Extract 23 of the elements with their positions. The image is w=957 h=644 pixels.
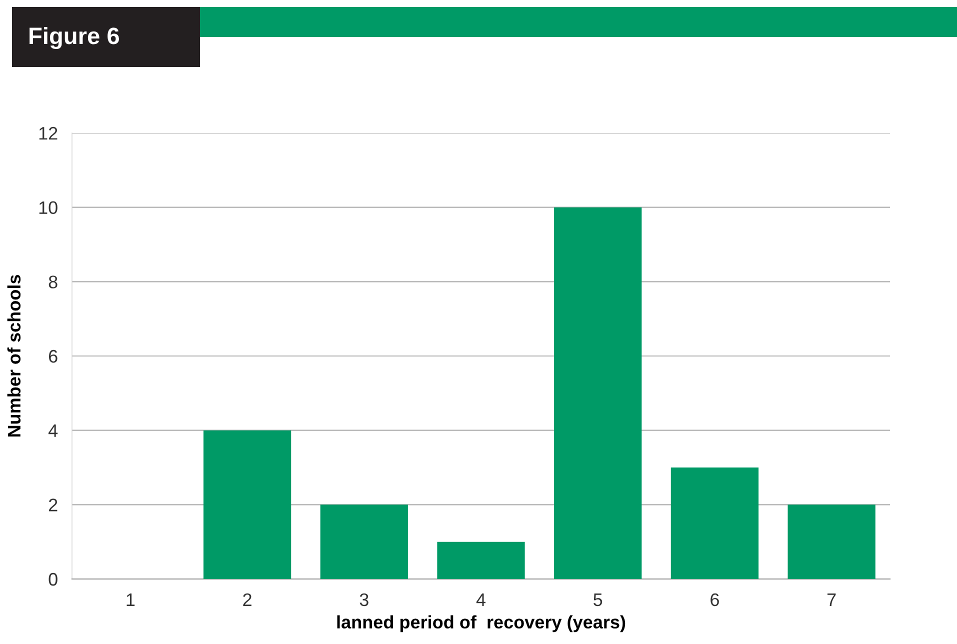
x-tick-label: 2 (243, 593, 252, 606)
y-tick-label: 12 (39, 126, 58, 140)
bar (437, 542, 525, 579)
bar (320, 504, 408, 579)
y-tick-label: 8 (48, 276, 58, 288)
bar (670, 468, 759, 579)
x-tick-label: 7 (827, 594, 836, 606)
y-axis-title: Number of schools (7, 274, 21, 437)
x-tick-label: 5 (594, 594, 602, 606)
bar (554, 207, 642, 579)
bar (788, 504, 876, 579)
y-tick-label: 10 (39, 201, 58, 214)
x-tick-label: 1 (126, 594, 135, 606)
y-tick-label: 2 (48, 498, 58, 512)
x-tick-label: 6 (710, 593, 719, 606)
chart-title: Figure 6 (30, 26, 119, 50)
y-tick-label: 4 (48, 424, 58, 437)
bar (203, 430, 292, 579)
x-axis-title: lanned period of recovery (years) (337, 615, 626, 632)
x-tick-label: 3 (360, 593, 368, 606)
x-tick-label: 4 (476, 594, 486, 606)
y-tick-label: 6 (48, 350, 58, 363)
y-tick-label: 0 (48, 572, 58, 586)
